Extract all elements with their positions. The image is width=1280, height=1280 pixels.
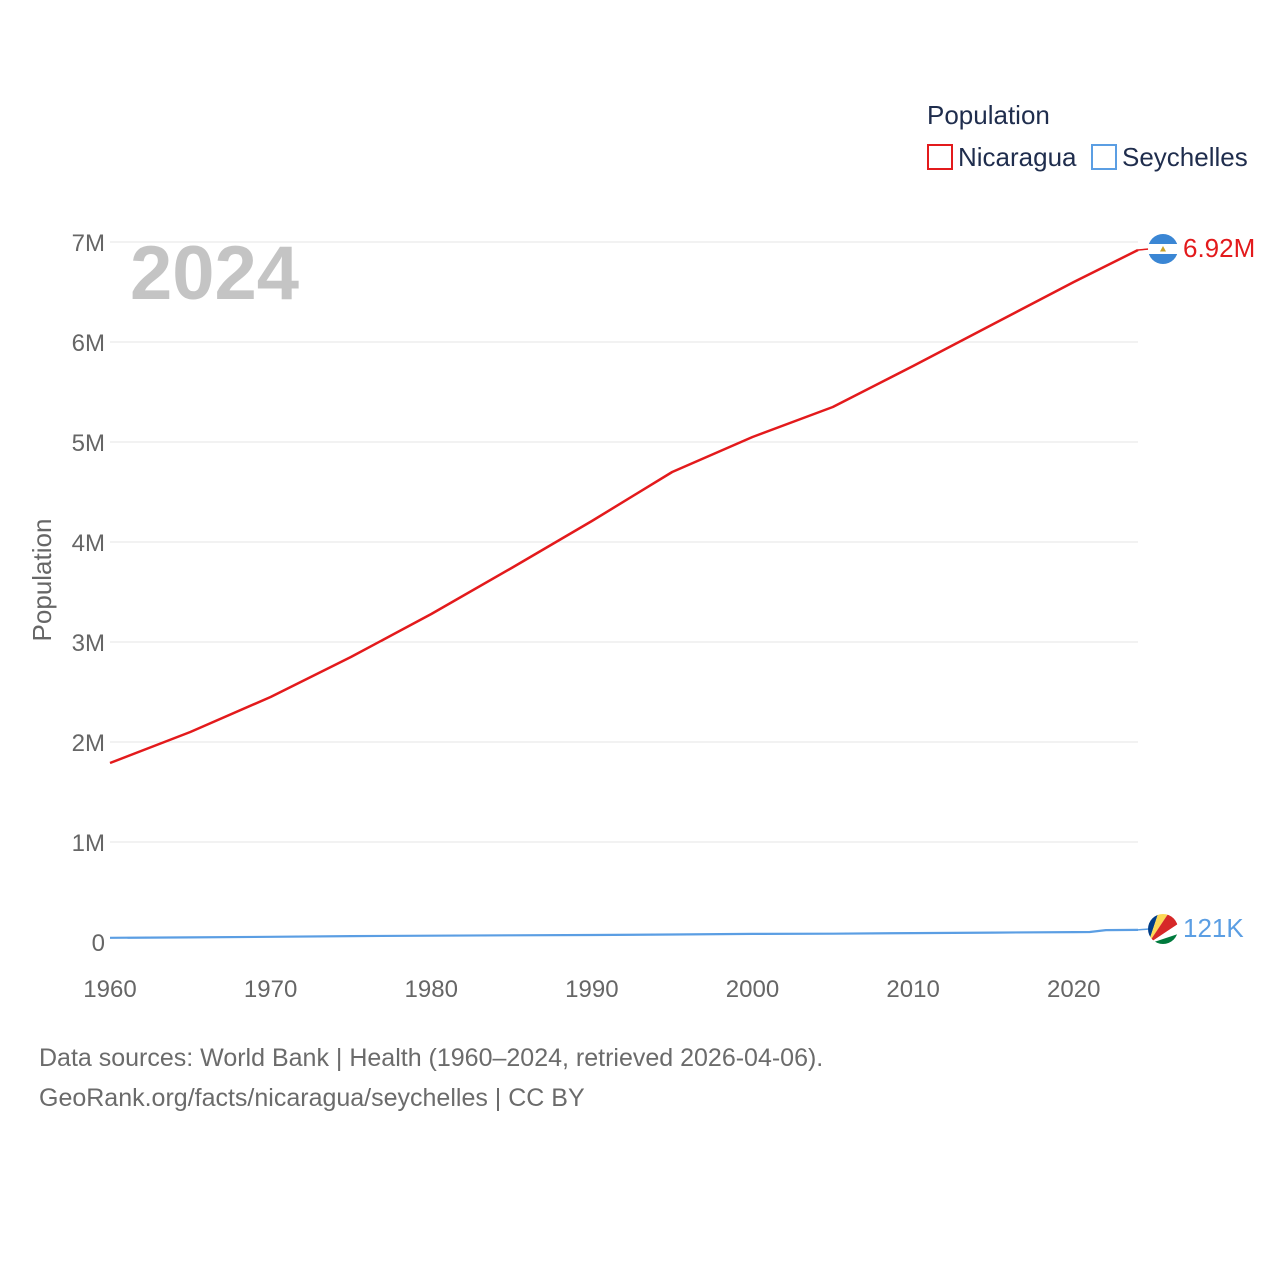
connector-nicaragua <box>1137 248 1150 251</box>
legend-label-seychelles: Seychelles <box>1122 142 1248 172</box>
y-tick-label: 7M <box>72 230 105 257</box>
series-line-seychelles <box>109 928 1139 939</box>
y-tick-label: 1M <box>72 830 105 857</box>
y-tick-label: 0 <box>92 930 105 957</box>
seychelles-flag-icon <box>1148 914 1178 944</box>
footer-credit: GeoRank.org/facts/nicaragua/seychelles |… <box>39 1084 585 1112</box>
nicaragua-flag-icon <box>1148 234 1178 264</box>
series-line-nicaragua <box>109 248 1139 765</box>
y-tick-label: 4M <box>72 530 105 557</box>
x-axis-ticks: 1960 1970 1980 1990 2000 2010 2020 <box>83 976 1100 1003</box>
x-tick-label: 1960 <box>83 976 136 1003</box>
end-label-seychelles: 121K <box>1183 913 1244 943</box>
x-tick-label: 2000 <box>726 976 779 1003</box>
x-tick-label: 1990 <box>565 976 618 1003</box>
x-tick-label: 1980 <box>405 976 458 1003</box>
x-tick-label: 1970 <box>244 976 297 1003</box>
legend-title: Population <box>927 100 1050 130</box>
y-tick-label: 3M <box>72 630 105 657</box>
footer-source: Data sources: World Bank | Health (1960–… <box>39 1044 824 1072</box>
gridlines <box>110 241 1138 843</box>
legend: Population Nicaragua Seychelles <box>927 100 1248 172</box>
y-tick-label: 5M <box>72 430 105 457</box>
y-tick-label: 2M <box>72 730 105 757</box>
end-label-nicaragua: 6.92M <box>1183 233 1255 263</box>
x-tick-label: 2020 <box>1047 976 1100 1003</box>
y-axis-ticks: 0 1M 2M 3M 4M 5M 6M 7M <box>72 230 105 957</box>
legend-item-seychelles[interactable]: Seychelles <box>1091 142 1248 172</box>
legend-item-nicaragua[interactable]: Nicaragua <box>927 142 1077 172</box>
legend-label-nicaragua: Nicaragua <box>958 142 1077 172</box>
legend-swatch-nicaragua <box>927 144 953 170</box>
series-lines <box>109 248 1139 939</box>
x-tick-label: 2010 <box>886 976 939 1003</box>
connector-seychelles <box>1137 928 1150 931</box>
year-watermark: 2024 <box>130 231 299 316</box>
end-labels: 6.92M 121K <box>1137 233 1255 944</box>
legend-swatch-seychelles <box>1091 144 1117 170</box>
y-axis-label: Population <box>27 519 57 642</box>
y-tick-label: 6M <box>72 330 105 357</box>
